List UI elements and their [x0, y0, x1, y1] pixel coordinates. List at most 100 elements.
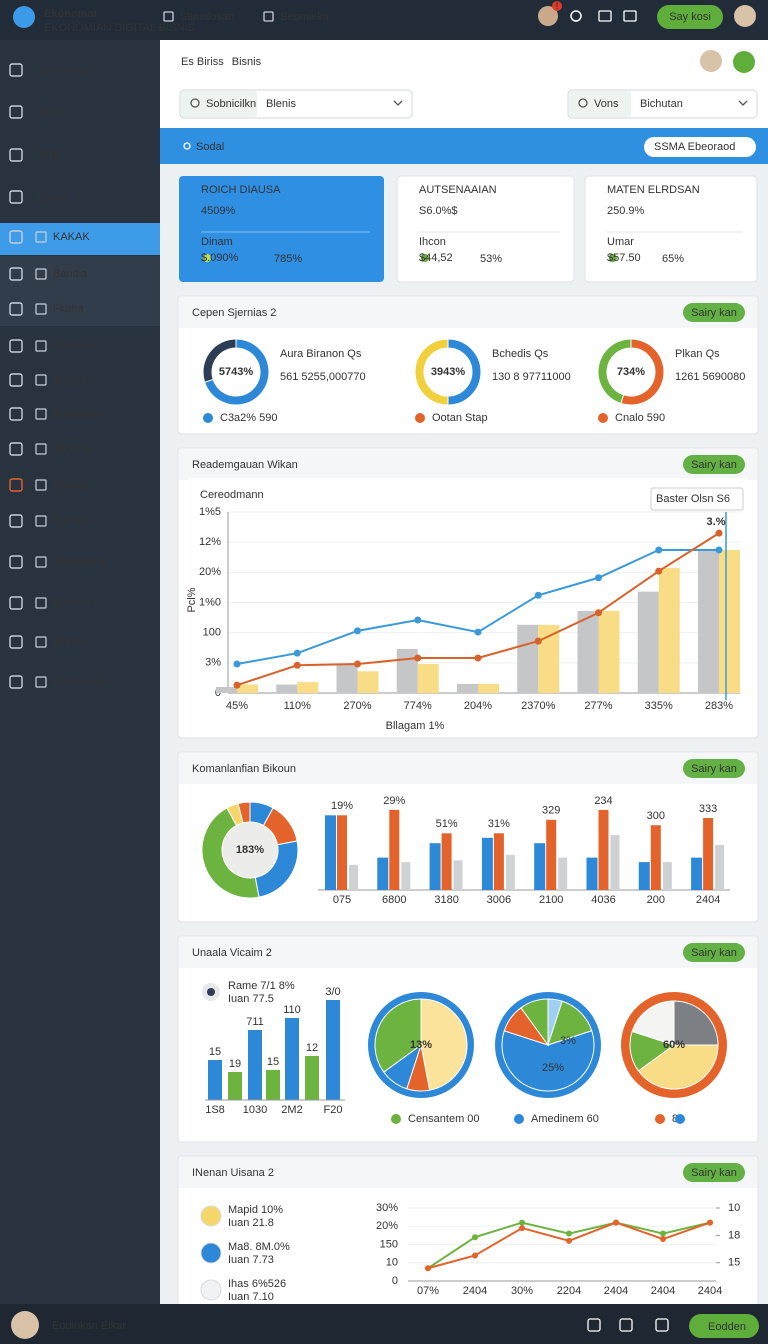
- line-marker: [293, 649, 301, 657]
- avatar: [734, 5, 756, 27]
- banner-label: Sodal: [196, 141, 224, 153]
- footer: [0, 1304, 768, 1344]
- menu-icon: [9, 230, 23, 244]
- bar: [658, 568, 680, 693]
- menu-icon: [35, 556, 47, 568]
- bar: [237, 684, 258, 693]
- kpi-title: AUTSENAAIAN: [419, 184, 497, 196]
- search-icon: [570, 10, 582, 22]
- section-button[interactable]: [683, 303, 745, 322]
- x-tick-label: 075: [333, 894, 351, 906]
- bar: [396, 648, 418, 693]
- bar: [208, 1060, 222, 1100]
- filter-value: Blenis: [266, 98, 296, 110]
- page-title: Es Biriss: [181, 56, 224, 68]
- slice: [637, 1044, 719, 1090]
- filter-value: Bichutan: [640, 98, 683, 110]
- icon: [623, 10, 637, 22]
- slice: [597, 338, 632, 405]
- bar: [401, 862, 411, 890]
- bar: [441, 833, 452, 890]
- section-button[interactable]: [683, 759, 745, 778]
- x-tick-label: 2370%: [521, 700, 555, 712]
- footer-button[interactable]: [689, 1314, 759, 1338]
- donut-label: Aura Biranon Qs: [280, 348, 362, 360]
- menu-item: Rdovdan: [53, 597, 97, 609]
- center-label: 183%: [236, 844, 264, 856]
- x-tick-label: 2M2: [281, 1104, 302, 1116]
- line-marker: [534, 637, 542, 645]
- bar: [637, 591, 659, 693]
- bar: [703, 818, 714, 890]
- x-tick-label: 204%: [464, 700, 492, 712]
- menu-item: Uiantkan: [53, 340, 96, 352]
- list-icon: [200, 1279, 222, 1301]
- section-header: [179, 937, 757, 968]
- menu-icon: [9, 148, 23, 162]
- line-marker: [425, 1265, 431, 1272]
- bar: [389, 809, 400, 890]
- icon: [598, 10, 612, 22]
- y-tick-label: 20%: [199, 566, 221, 578]
- slice: [501, 1030, 595, 1092]
- donut-detail: 130 8 97711000: [492, 371, 571, 383]
- y-tick-label: 30%: [376, 1202, 398, 1214]
- bar: [650, 825, 661, 890]
- x-tick-label: 1030: [243, 1104, 267, 1116]
- icon: [183, 142, 191, 150]
- avatar: [11, 1311, 39, 1339]
- slice: [374, 998, 422, 1073]
- section-button[interactable]: [683, 455, 745, 474]
- section-title: Cepen Sjernias 2: [192, 307, 276, 319]
- x-tick-label: 283%: [705, 700, 733, 712]
- line-marker: [707, 1219, 713, 1226]
- bar-annotation: 19: [229, 1058, 241, 1070]
- legend-dot: [514, 1114, 524, 1124]
- menu-item: Bandia: [53, 268, 88, 280]
- filter-label: Sobnicilkn: [206, 98, 256, 110]
- kpi-sub: Dinam: [201, 236, 233, 248]
- y-tick-label: 3%: [205, 657, 221, 669]
- section-button[interactable]: [683, 1163, 745, 1182]
- kpi-delta: 53%: [480, 253, 502, 265]
- search-icon: [190, 98, 200, 108]
- legend-dot: [391, 1114, 401, 1124]
- menu-icon: [9, 478, 23, 492]
- filter-label: Vons: [594, 98, 619, 110]
- line-marker: [519, 1219, 525, 1226]
- x-tick-label: 6800: [382, 894, 406, 906]
- line-marker: [472, 1234, 478, 1241]
- line-marker: [566, 1230, 572, 1237]
- bar: [586, 857, 598, 890]
- menu-icon: [9, 63, 23, 77]
- menu-icon: [9, 555, 23, 569]
- menu-icon: [9, 635, 23, 649]
- y-tick-label: 12%: [199, 536, 221, 548]
- menu-icon: [9, 407, 23, 421]
- bar: [538, 624, 560, 693]
- footer-user: Eodinkan Eikar: [52, 1320, 126, 1332]
- bar: [285, 1018, 299, 1100]
- avatar: [700, 50, 722, 72]
- donut-detail: 561 5255,000770: [280, 371, 366, 383]
- menu-item: Beegian: [53, 374, 93, 386]
- menu-item: Bliems: [53, 636, 87, 648]
- list-sub: Iuan 21.8: [228, 1217, 274, 1229]
- bar: [377, 857, 389, 890]
- line-marker: [595, 609, 602, 617]
- line-marker: [233, 660, 241, 668]
- line-marker: [354, 660, 361, 668]
- donut-inner: [222, 822, 278, 878]
- menu-item: Dioolstaids: [53, 676, 107, 688]
- y-axis-label: Pcl%: [186, 587, 198, 612]
- line-marker: [354, 627, 361, 635]
- kpi-value: 4509%: [201, 205, 235, 217]
- button[interactable]: [657, 5, 723, 29]
- bar-annotation: 3/0: [325, 986, 340, 998]
- line-marker: [293, 661, 301, 669]
- bar: [598, 809, 609, 890]
- banner-button[interactable]: [644, 137, 756, 157]
- section-button[interactable]: [683, 943, 745, 962]
- footer-icon: [655, 1318, 669, 1332]
- section-header: [179, 297, 757, 328]
